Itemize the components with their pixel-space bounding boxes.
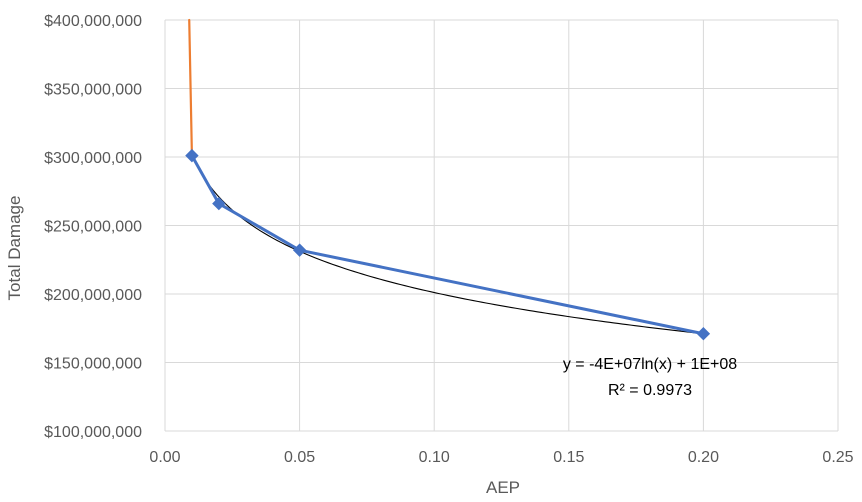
trendline-curve [191,155,704,335]
series-layer [185,18,711,341]
trendline-equation: y = -4E+07ln(x) + 1E+08 [563,356,737,373]
x-tick-label: 0.20 [688,449,719,466]
y-tick-label: $200,000,000 [44,287,142,304]
y-tick-label: $100,000,000 [44,424,142,441]
gridlines [164,19,839,432]
y-tick-label: $250,000,000 [44,219,142,236]
y-tick-label: $150,000,000 [44,356,142,373]
data-point-marker [185,148,199,163]
x-tick-label: 0.00 [149,449,180,466]
x-axis-tick-labels: 0.00 0.05 0.10 0.15 0.20 0.25 [149,449,853,466]
data-point-marker [696,327,711,341]
y-tick-label: $400,000,000 [44,13,142,30]
data-point-marker [292,243,307,257]
series-markers [185,148,711,341]
y-axis-tick-labels: $100,000,000 $150,000,000 $200,000,000 $250… [44,13,142,441]
x-tick-label: 0.25 [822,449,853,466]
y-tick-label: $300,000,000 [44,150,142,167]
series-line [188,18,194,157]
x-tick-label: 0.15 [553,449,584,466]
trendline-r-squared: R² = 0.9973 [608,382,692,399]
y-tick-label: $350,000,000 [44,82,142,99]
y-axis-label: Total Damage [5,196,24,301]
series-lines [188,18,705,336]
series-line [190,154,705,336]
x-axis-label: AEP [486,478,520,497]
data-point-marker [212,196,226,211]
x-tick-label: 0.05 [284,449,315,466]
trendline [191,155,704,335]
x-tick-label: 0.10 [419,449,450,466]
